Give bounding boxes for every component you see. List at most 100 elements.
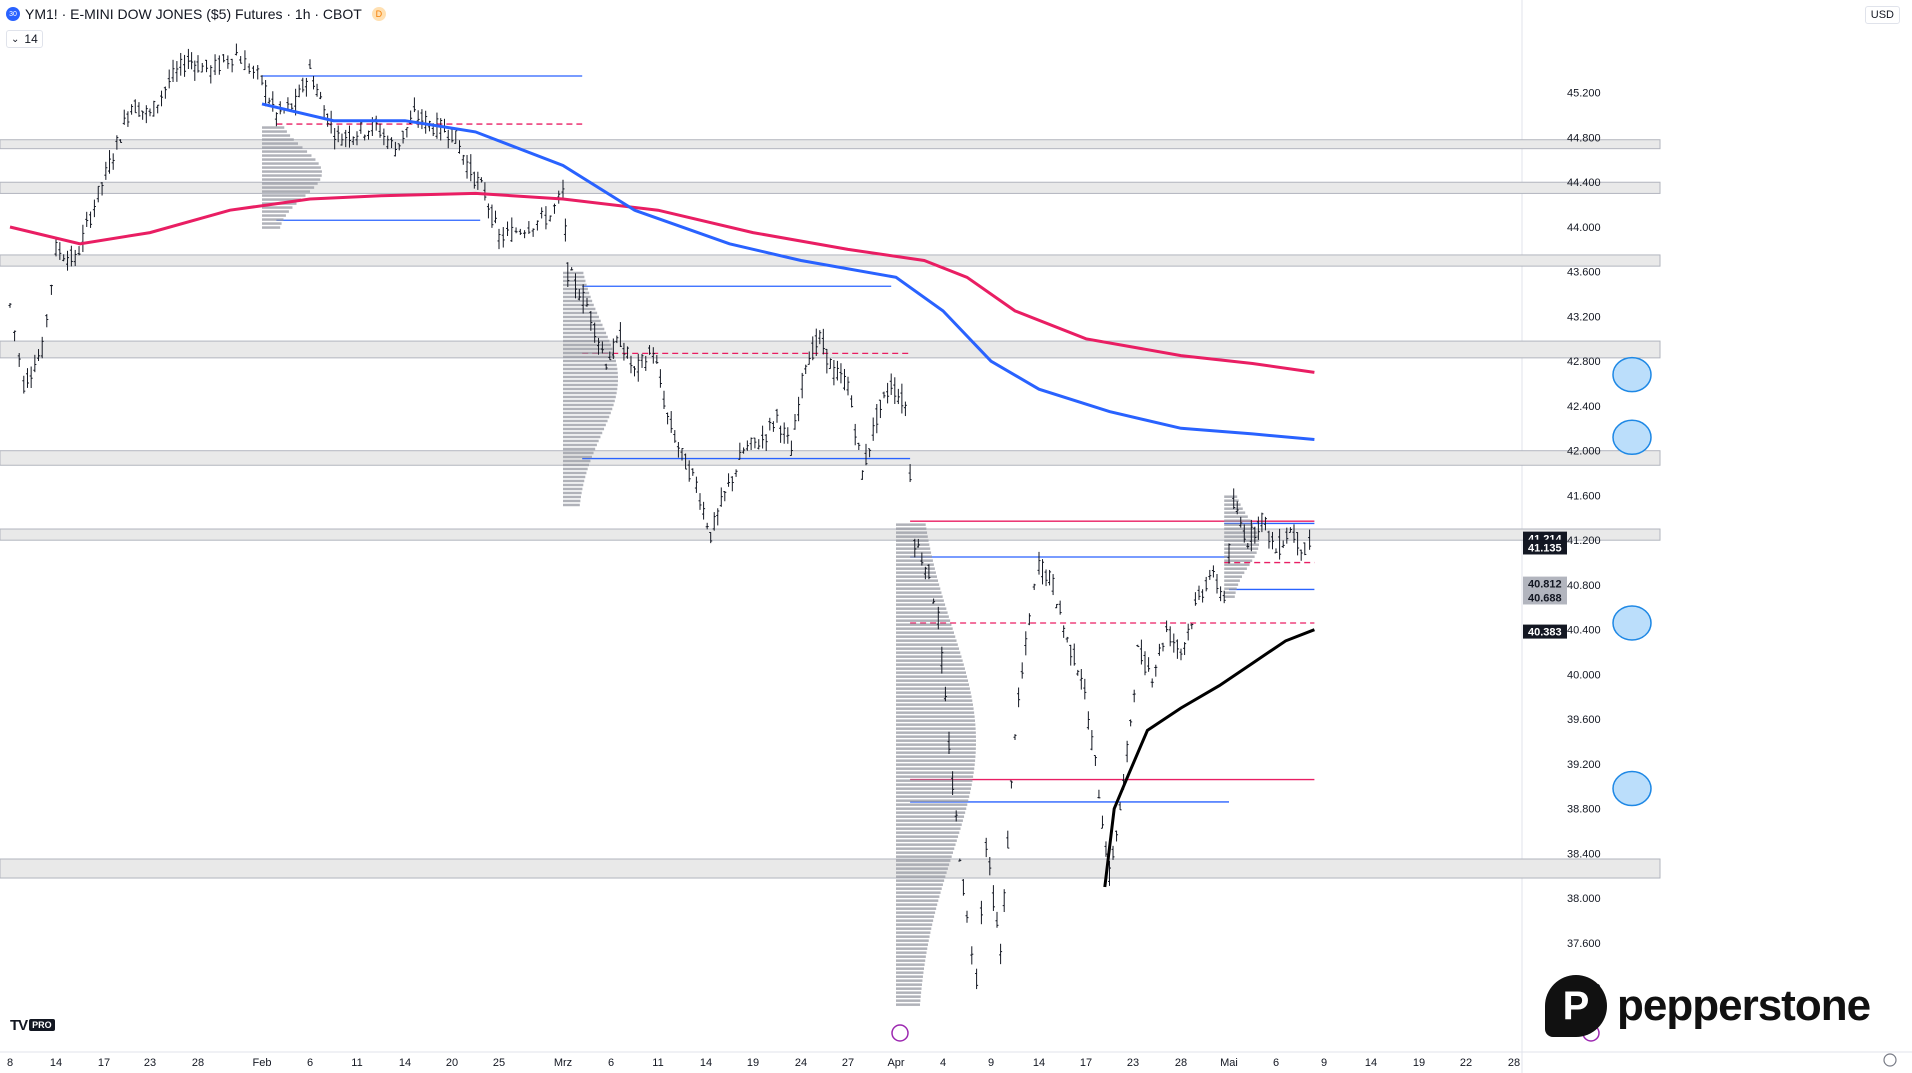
volume-profile-bar xyxy=(896,831,960,834)
volume-profile-bar xyxy=(896,603,946,606)
volume-profile-bar xyxy=(896,967,925,970)
volume-profile-bar xyxy=(896,891,941,894)
volume-profile-bar xyxy=(1224,575,1242,578)
delayed-tag: D xyxy=(371,7,386,21)
volume-profile-bar xyxy=(896,979,923,982)
currency-button[interactable]: USD xyxy=(1864,6,1900,24)
volume-profile-bar xyxy=(1224,535,1259,538)
volume-profile-bar xyxy=(563,499,581,503)
volume-profile-bar xyxy=(563,295,591,299)
volume-profile-bar xyxy=(1224,587,1237,590)
volume-profile-bar xyxy=(896,963,925,966)
volume-profile-bar xyxy=(896,955,926,958)
symbol-header[interactable]: 30 YM1! · E-MINI DOW JONES ($5) Futures … xyxy=(6,4,386,24)
volume-profile-bar xyxy=(896,543,930,546)
chevron-down-icon[interactable]: ⌄ xyxy=(11,33,20,45)
price-label-bg xyxy=(1523,624,1567,639)
volume-profile-bar xyxy=(896,623,952,626)
settings-gear-icon[interactable] xyxy=(1883,1053,1897,1067)
y-tick-label: 41.200 xyxy=(1567,535,1601,547)
volume-profile-bar xyxy=(896,819,963,822)
target-circle[interactable] xyxy=(1612,770,1652,807)
volume-profile-bar xyxy=(563,279,586,283)
volume-profile-bar xyxy=(563,423,606,427)
volume-profile-bar xyxy=(563,367,618,371)
volume-profile-bar xyxy=(563,491,582,495)
volume-profile-bar xyxy=(896,555,932,558)
volume-profile-bar xyxy=(896,671,967,674)
volume-profile-bar xyxy=(1224,523,1254,526)
volume-profile-bar xyxy=(1224,559,1253,562)
x-tick-label: 23 xyxy=(144,1057,156,1069)
support-resistance-zone xyxy=(0,139,1661,150)
volume-profile-bar xyxy=(896,599,944,602)
volume-profile-bar xyxy=(896,843,956,846)
target-circle[interactable] xyxy=(1612,356,1652,393)
symbol-title[interactable]: YM1! · E-MINI DOW JONES ($5) Futures · 1… xyxy=(25,6,362,22)
price-label: 40.812 xyxy=(1528,579,1562,591)
volume-profile-bar xyxy=(262,130,287,133)
x-tick-label: 9 xyxy=(988,1057,994,1069)
volume-profile-bar xyxy=(896,959,926,962)
volume-profile-bar xyxy=(896,551,932,554)
volume-profile-bar xyxy=(896,691,971,694)
volume-profile-bar xyxy=(1224,591,1236,594)
tradingview-logo[interactable]: TV PRO xyxy=(10,1016,55,1034)
volume-profile-bar xyxy=(563,399,615,403)
volume-profile-bar xyxy=(1224,531,1258,534)
target-circle[interactable] xyxy=(1612,419,1652,456)
volume-profile-bar xyxy=(563,315,599,319)
volume-profile-bar xyxy=(896,747,976,750)
volume-profile-bar xyxy=(896,799,969,802)
volume-profile-bar xyxy=(563,463,589,467)
volume-profile-bar xyxy=(896,567,935,570)
volume-profile-bar xyxy=(896,855,952,858)
volume-profile-bar xyxy=(896,939,929,942)
volume-profile-bar xyxy=(896,919,934,922)
volume-profile-bar xyxy=(896,675,968,678)
volume-profile-bar xyxy=(563,271,584,275)
indicator-legend[interactable]: ⌄ 14 xyxy=(6,30,43,48)
volume-profile-bar xyxy=(896,827,961,830)
tv-logo-text: TV xyxy=(10,1016,28,1034)
volume-profile-bar xyxy=(1224,563,1250,566)
volume-profile-bar xyxy=(563,347,613,351)
target-circle[interactable] xyxy=(1612,605,1652,641)
volume-profile-bar xyxy=(262,154,312,157)
volume-profile-bar xyxy=(262,210,289,213)
x-tick-label: 11 xyxy=(652,1057,663,1069)
volume-profile-bar xyxy=(262,162,319,165)
event-marker-icon[interactable] xyxy=(891,1024,909,1042)
volume-profile-bar xyxy=(896,931,931,934)
y-tick-label: 39.200 xyxy=(1567,759,1601,771)
volume-profile-bar xyxy=(896,787,971,790)
volume-profile-bar xyxy=(1224,519,1251,522)
volume-profile-bar xyxy=(896,851,953,854)
pepperstone-wordmark: pepperstone xyxy=(1617,981,1871,1030)
volume-profile-bar xyxy=(563,427,605,431)
volume-profile-bar xyxy=(896,611,948,614)
y-tick-label: 40.400 xyxy=(1567,625,1601,637)
volume-profile-bar xyxy=(563,415,610,419)
y-tick-label: 43.200 xyxy=(1567,311,1601,323)
volume-profile-bar xyxy=(563,487,583,491)
volume-profile-bar xyxy=(896,571,936,574)
volume-profile-bar xyxy=(896,739,976,742)
volume-profile-bar xyxy=(563,483,584,487)
volume-profile-bar xyxy=(896,695,972,698)
volume-profile-bar xyxy=(262,206,293,209)
volume-profile-bar xyxy=(1224,551,1257,554)
x-tick-label: 28 xyxy=(1175,1057,1187,1069)
volume-profile-bar xyxy=(896,731,976,734)
volume-profile-bar xyxy=(262,174,322,177)
volume-profile-bar xyxy=(563,419,608,423)
x-tick-label: 19 xyxy=(747,1057,759,1069)
y-tick-label: 40.800 xyxy=(1567,580,1601,592)
y-tick-label: 37.600 xyxy=(1567,938,1601,950)
volume-profile-bar xyxy=(1224,495,1238,498)
x-tick-label: Feb xyxy=(253,1057,272,1069)
volume-profile-bar xyxy=(896,907,937,910)
volume-profile-bar xyxy=(896,607,947,610)
x-tick-label: 17 xyxy=(98,1057,110,1069)
